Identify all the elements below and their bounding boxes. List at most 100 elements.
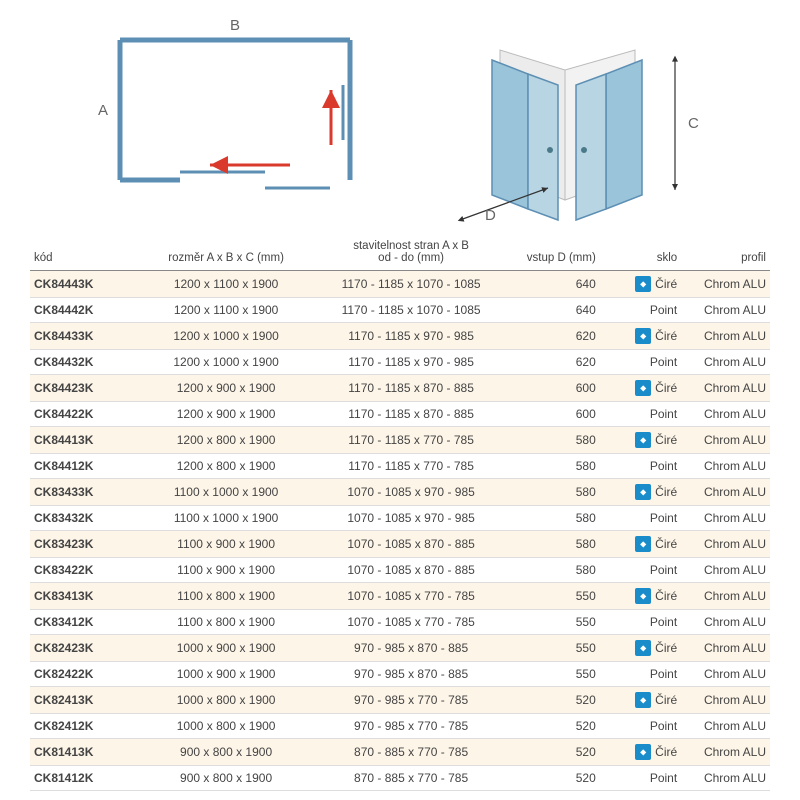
cell-vstup: 640 [511,271,600,298]
cell-sklo: Point [600,714,681,739]
cell-vstup: 520 [511,739,600,766]
cell-vstup: 550 [511,635,600,662]
cell-stav: 970 - 985 x 870 - 885 [311,635,511,662]
cell-profil: Chrom ALU [681,687,770,714]
easyclean-icon [635,536,651,552]
cell-sklo: Čiré [600,375,681,402]
sklo-text: Point [650,459,677,473]
cell-vstup: 580 [511,506,600,531]
cell-profil: Chrom ALU [681,714,770,739]
cell-profil: Chrom ALU [681,610,770,635]
cell-kod: CK84412K [30,454,141,479]
cell-sklo: Čiré [600,323,681,350]
cell-sklo: Čiré [600,583,681,610]
cell-stav: 1070 - 1085 x 870 - 885 [311,558,511,583]
cell-rozmer: 1000 x 900 x 1900 [141,662,311,687]
cell-profil: Chrom ALU [681,323,770,350]
sklo-text: Čiré [655,329,677,343]
table-row: CK82422K1000 x 900 x 1900970 - 985 x 870… [30,662,770,687]
cell-rozmer: 1200 x 1100 x 1900 [141,298,311,323]
sklo-text: Point [650,771,677,785]
cell-kod: CK82423K [30,635,141,662]
sklo-text: Čiré [655,485,677,499]
cell-rozmer: 1100 x 900 x 1900 [141,531,311,558]
cell-kod: CK84422K [30,402,141,427]
label-c: C [688,115,699,132]
th-stav: stavitelnost stran A x B od - do (mm) [311,236,511,271]
cell-vstup: 620 [511,323,600,350]
cell-vstup: 620 [511,350,600,375]
cell-rozmer: 1200 x 1100 x 1900 [141,271,311,298]
cell-kod: CK83413K [30,583,141,610]
cell-kod: CK84413K [30,427,141,454]
cell-rozmer: 1000 x 800 x 1900 [141,687,311,714]
cell-stav: 1170 - 1185 x 770 - 785 [311,454,511,479]
specs-table: kód rozměr A x B x C (mm) stavitelnost s… [30,236,770,791]
cell-rozmer: 900 x 800 x 1900 [141,739,311,766]
cell-vstup: 600 [511,402,600,427]
cell-sklo: Čiré [600,739,681,766]
th-kod: kód [30,236,141,271]
cell-kod: CK84443K [30,271,141,298]
sklo-text: Point [650,355,677,369]
cell-sklo: Čiré [600,479,681,506]
cell-profil: Chrom ALU [681,479,770,506]
cell-rozmer: 1200 x 1000 x 1900 [141,323,311,350]
table-row: CK84412K1200 x 800 x 19001170 - 1185 x 7… [30,454,770,479]
cell-stav: 1170 - 1185 x 870 - 885 [311,375,511,402]
cell-rozmer: 1100 x 1000 x 1900 [141,506,311,531]
cell-kod: CK82412K [30,714,141,739]
cell-vstup: 580 [511,558,600,583]
cell-kod: CK83423K [30,531,141,558]
cell-sklo: Čiré [600,687,681,714]
diagram-area: A B [30,10,770,230]
cell-vstup: 580 [511,454,600,479]
easyclean-icon [635,432,651,448]
cell-vstup: 550 [511,662,600,687]
iso-diagram: D C [460,50,699,224]
cell-stav: 1170 - 1185 x 970 - 985 [311,350,511,375]
cell-kod: CK84432K [30,350,141,375]
sklo-text: Point [650,667,677,681]
cell-kod: CK81412K [30,766,141,791]
cell-kod: CK84433K [30,323,141,350]
cell-profil: Chrom ALU [681,402,770,427]
cell-kod: CK83432K [30,506,141,531]
table-header-row: kód rozměr A x B x C (mm) stavitelnost s… [30,236,770,271]
cell-sklo: Čiré [600,635,681,662]
th-profil: profil [681,236,770,271]
cell-sklo: Point [600,454,681,479]
cell-rozmer: 1200 x 800 x 1900 [141,427,311,454]
th-sklo: sklo [600,236,681,271]
cell-kod: CK82422K [30,662,141,687]
cell-profil: Chrom ALU [681,635,770,662]
sklo-text: Čiré [655,537,677,551]
th-rozmer: rozměr A x B x C (mm) [141,236,311,271]
cell-stav: 1070 - 1085 x 870 - 885 [311,531,511,558]
cell-vstup: 580 [511,479,600,506]
cell-sklo: Point [600,610,681,635]
cell-profil: Chrom ALU [681,454,770,479]
th-vstup: vstup D (mm) [511,236,600,271]
sklo-text: Čiré [655,693,677,707]
sklo-text: Point [650,719,677,733]
table-row: CK84423K1200 x 900 x 19001170 - 1185 x 8… [30,375,770,402]
cell-stav: 1170 - 1185 x 770 - 785 [311,427,511,454]
cell-rozmer: 1100 x 800 x 1900 [141,583,311,610]
table-row: CK83412K1100 x 800 x 19001070 - 1085 x 7… [30,610,770,635]
cell-sklo: Čiré [600,531,681,558]
cell-stav: 870 - 885 x 770 - 785 [311,766,511,791]
table-body: CK84443K1200 x 1100 x 19001170 - 1185 x … [30,271,770,791]
cell-vstup: 600 [511,375,600,402]
cell-kod: CK81413K [30,739,141,766]
label-d: D [485,207,496,224]
cell-sklo: Point [600,506,681,531]
easyclean-icon [635,640,651,656]
cell-rozmer: 1200 x 800 x 1900 [141,454,311,479]
cell-stav: 1170 - 1185 x 1070 - 1085 [311,271,511,298]
cell-vstup: 550 [511,610,600,635]
cell-vstup: 580 [511,427,600,454]
cell-stav: 970 - 985 x 770 - 785 [311,714,511,739]
cell-profil: Chrom ALU [681,375,770,402]
table-row: CK82413K1000 x 800 x 1900970 - 985 x 770… [30,687,770,714]
